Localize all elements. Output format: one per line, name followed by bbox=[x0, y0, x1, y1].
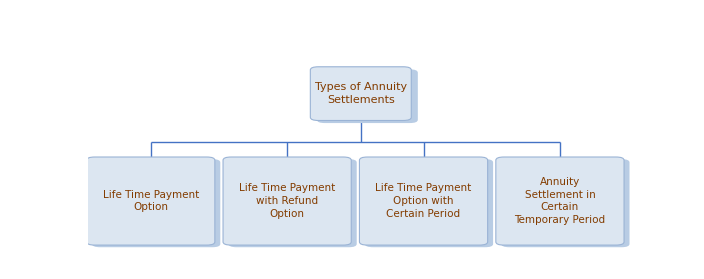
Text: Life Time Payment
Option with
Certain Period: Life Time Payment Option with Certain Pe… bbox=[375, 183, 472, 219]
FancyBboxPatch shape bbox=[501, 159, 629, 247]
FancyBboxPatch shape bbox=[87, 157, 215, 245]
FancyBboxPatch shape bbox=[496, 157, 624, 245]
FancyBboxPatch shape bbox=[223, 157, 351, 245]
FancyBboxPatch shape bbox=[229, 159, 357, 247]
Text: Life Time Payment
Option: Life Time Payment Option bbox=[103, 190, 199, 212]
Text: Types of Annuity
Settlements: Types of Annuity Settlements bbox=[315, 82, 407, 105]
FancyBboxPatch shape bbox=[317, 69, 417, 123]
Text: Life Time Payment
with Refund
Option: Life Time Payment with Refund Option bbox=[239, 183, 335, 219]
FancyBboxPatch shape bbox=[310, 67, 411, 121]
FancyBboxPatch shape bbox=[360, 157, 488, 245]
FancyBboxPatch shape bbox=[92, 159, 220, 247]
Text: Annuity
Settlement in
Certain
Temporary Period: Annuity Settlement in Certain Temporary … bbox=[515, 177, 605, 225]
FancyBboxPatch shape bbox=[365, 159, 493, 247]
